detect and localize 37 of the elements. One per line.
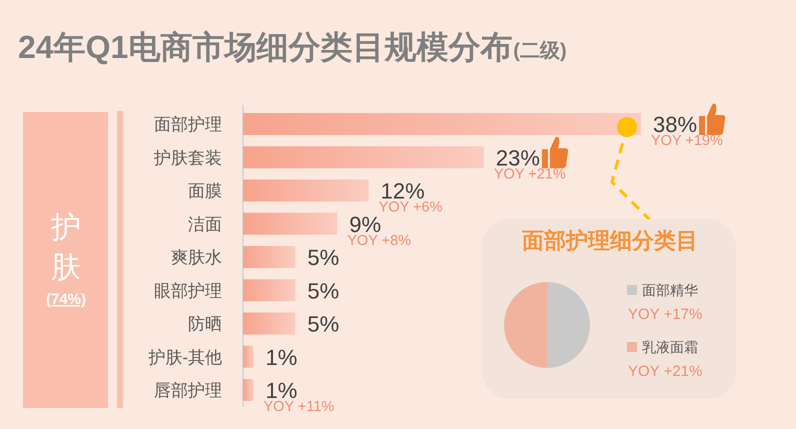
y-tick-label: 爽肤水 <box>171 248 222 267</box>
annotation: YOY +11% <box>263 399 334 415</box>
bar <box>243 246 296 268</box>
y-tick-label: 护肤-其他 <box>147 348 222 367</box>
chart-subtitle: (二级) <box>513 40 567 62</box>
y-tick-label: 唇部护理 <box>154 381 222 400</box>
y-tick-label: 面膜 <box>188 182 222 200</box>
legend-label: 面部精华 <box>642 282 698 298</box>
bar <box>243 279 296 302</box>
bar <box>243 379 254 401</box>
y-tick-label: 面部护理 <box>154 115 222 134</box>
annotation: YOY +6% <box>378 200 443 216</box>
bar <box>243 346 254 368</box>
bar <box>243 312 296 334</box>
pie-slice <box>504 282 547 368</box>
pie-slice <box>547 282 590 368</box>
annotation: YOY +8% <box>347 232 412 249</box>
data-label: 5% <box>307 312 340 336</box>
annotation: YOY +21% <box>494 166 566 182</box>
data-label: 5% <box>307 245 340 270</box>
annotation: YOY +19% <box>651 133 723 149</box>
data-label: 1% <box>265 344 298 370</box>
bar <box>243 212 338 235</box>
y-tick-label: 护肤套装 <box>153 148 222 168</box>
data-label: 5% <box>307 278 340 304</box>
bar <box>243 146 484 168</box>
bar <box>243 180 369 202</box>
legend-label: 乳液面霜 <box>642 339 698 355</box>
y-tick-label: 防晒 <box>188 314 222 334</box>
annotation: YOY +17% <box>628 306 702 323</box>
chart-title: 24年Q1电商市场细分类目规模分布 <box>18 29 512 65</box>
chart-title: 面部护理细分类目 <box>521 228 698 253</box>
annotation: YOY +21% <box>628 363 702 380</box>
text: 护肤 <box>50 211 81 284</box>
y-tick-label: 洁面 <box>188 214 222 234</box>
y-tick-label: 眼部护理 <box>154 281 222 300</box>
text: (74%) <box>46 291 86 308</box>
